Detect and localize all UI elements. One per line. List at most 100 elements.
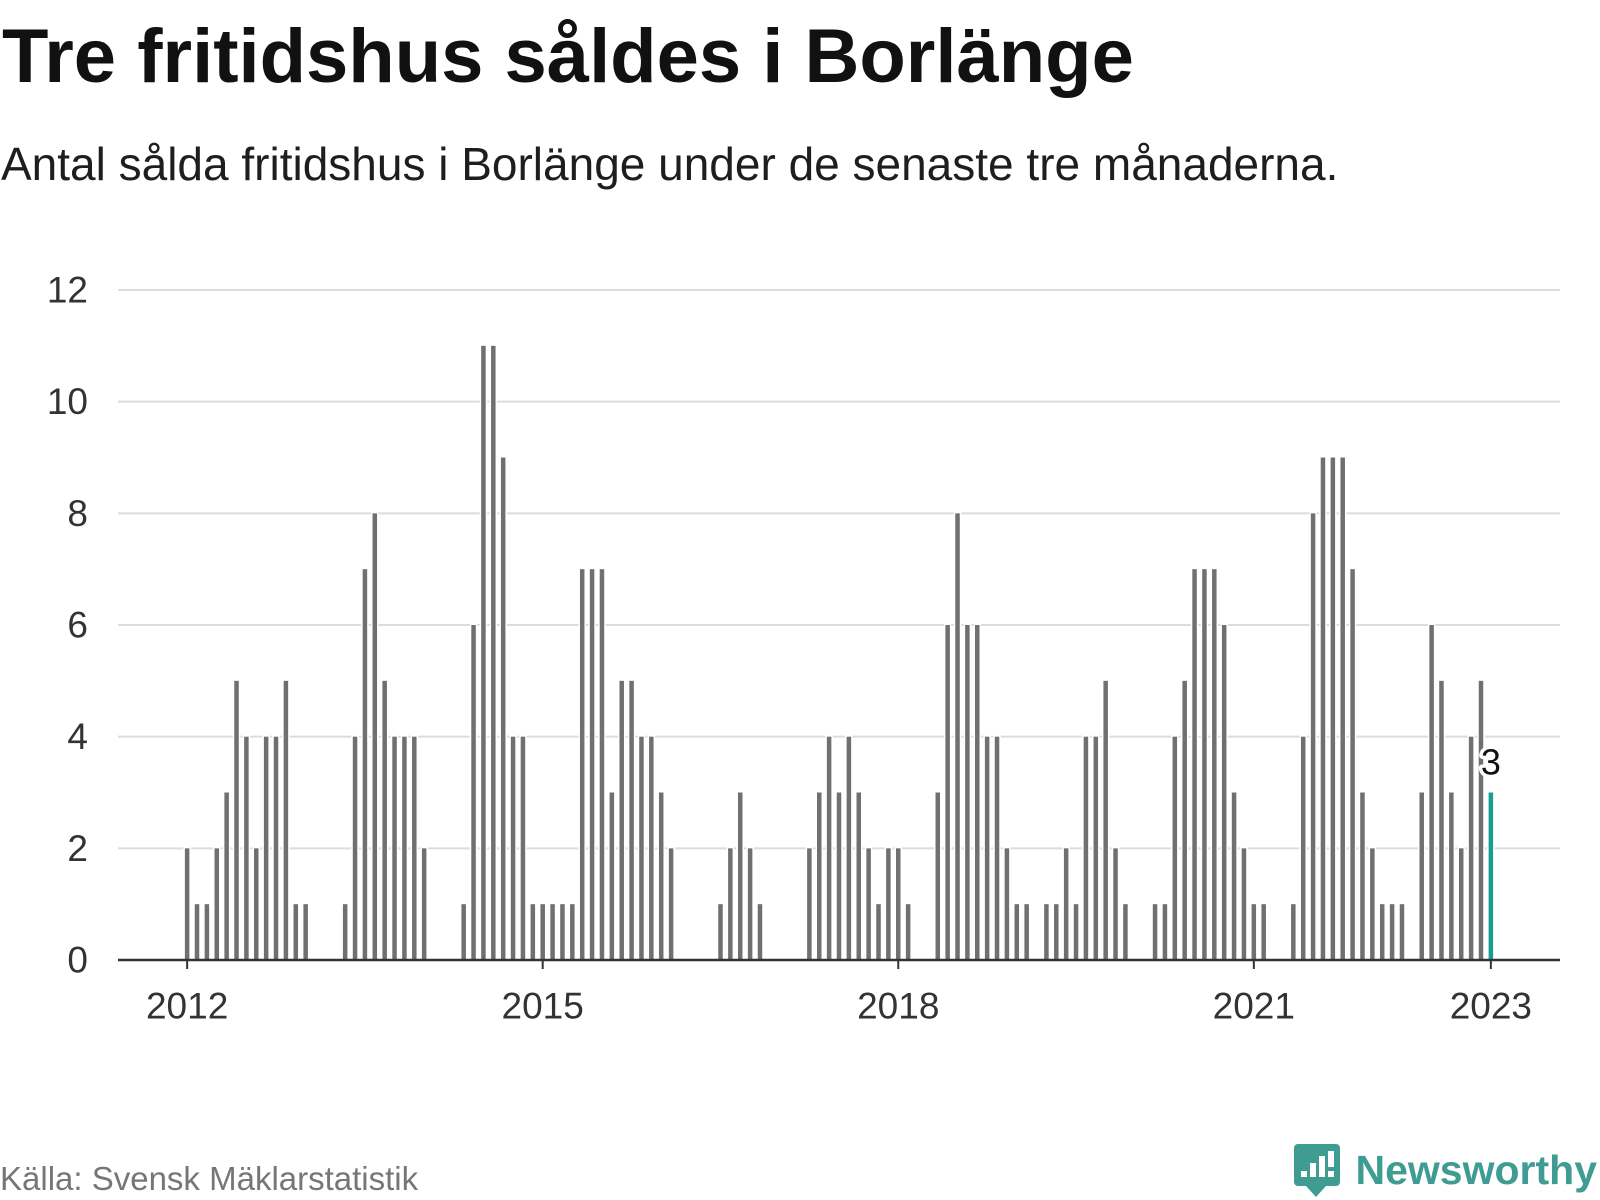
bar — [380, 679, 389, 962]
bar — [805, 846, 814, 962]
x-axis: 2012 2015 2018 2021 2023 — [118, 958, 1560, 1027]
logo-bar — [1310, 1163, 1316, 1177]
bar — [1378, 902, 1386, 962]
bar — [864, 846, 873, 962]
bar — [203, 902, 211, 962]
bar — [1368, 846, 1377, 962]
bar — [213, 846, 221, 962]
bar — [1042, 902, 1051, 962]
logo-dot — [1328, 1171, 1334, 1177]
bar — [1457, 846, 1465, 962]
bar — [222, 791, 231, 962]
bar — [282, 679, 290, 962]
bar — [1358, 791, 1367, 962]
bar — [953, 511, 962, 962]
source-note: Källa: Svensk Mäklarstatistik — [0, 1160, 419, 1197]
bar — [1111, 846, 1120, 962]
bar — [1467, 735, 1475, 962]
bar — [746, 846, 754, 962]
bar — [301, 902, 310, 962]
bar — [420, 846, 428, 962]
x-tick-label: 2021 — [1213, 986, 1295, 1027]
bar — [1319, 456, 1327, 962]
x-tick-label: 2012 — [146, 986, 228, 1027]
bar — [667, 846, 675, 962]
bar — [1161, 902, 1169, 962]
bar — [617, 679, 626, 962]
bar — [529, 902, 537, 962]
bar — [1250, 902, 1258, 962]
bar — [479, 344, 488, 962]
bar — [736, 791, 744, 962]
bar — [232, 679, 241, 962]
bar — [1022, 902, 1031, 962]
bar — [1082, 735, 1090, 962]
bar — [1427, 623, 1436, 962]
bar — [1171, 735, 1179, 962]
y-tick-label: 4 — [67, 716, 88, 757]
bar — [262, 735, 270, 962]
bar — [558, 902, 567, 962]
bar — [1398, 902, 1406, 962]
bar — [1101, 679, 1110, 962]
bar — [825, 735, 833, 962]
bar — [371, 511, 379, 962]
bar — [489, 344, 498, 962]
bar — [193, 902, 201, 962]
bar — [657, 791, 665, 962]
bar — [499, 456, 507, 962]
bar — [627, 679, 636, 962]
bar — [894, 846, 903, 962]
bar — [726, 846, 735, 962]
data-label: 3 — [1481, 742, 1501, 783]
bar — [1299, 735, 1307, 962]
bar — [598, 567, 606, 962]
bar — [1092, 735, 1100, 962]
bar — [1013, 902, 1021, 962]
bars — [183, 344, 1495, 962]
bar — [568, 902, 577, 962]
bar — [509, 735, 517, 962]
chart-subtitle: Antal sålda fritidshus i Borlänge under … — [1, 138, 1338, 190]
newsworthy-logo-icon — [1294, 1144, 1340, 1197]
bar — [578, 567, 586, 962]
annotations: 3 — [1477, 738, 1504, 786]
bar — [1259, 902, 1268, 962]
bar — [341, 902, 349, 962]
y-axis: 0 2 4 6 8 10 12 — [47, 270, 88, 981]
bar — [835, 791, 843, 962]
y-tick-label: 2 — [67, 828, 88, 869]
bar — [973, 623, 982, 962]
x-tick-label: 2023 — [1450, 986, 1532, 1027]
bar — [1190, 567, 1199, 962]
bar — [1447, 791, 1456, 962]
bar — [1329, 456, 1337, 962]
bar — [993, 735, 1001, 962]
bar — [874, 902, 883, 962]
bar — [390, 735, 399, 962]
y-tick-label: 10 — [47, 381, 88, 422]
bar — [934, 791, 942, 962]
bar — [1072, 902, 1080, 962]
bar — [548, 902, 557, 962]
bar — [1437, 679, 1446, 962]
bar — [1388, 902, 1396, 962]
bar — [647, 735, 656, 962]
bar — [400, 735, 409, 962]
bar — [1003, 846, 1011, 962]
bar — [716, 902, 725, 962]
y-tick-label: 8 — [67, 493, 88, 534]
bar — [242, 735, 251, 962]
bar — [845, 735, 853, 962]
bar — [1417, 791, 1426, 962]
logo-bar — [1328, 1151, 1334, 1167]
bar — [1240, 846, 1248, 962]
bar — [1220, 623, 1228, 962]
bar — [252, 846, 261, 962]
x-tick-label: 2015 — [502, 986, 584, 1027]
bar — [904, 902, 912, 962]
y-tick-label: 6 — [67, 605, 88, 646]
bar — [855, 791, 863, 962]
bar — [351, 735, 359, 962]
